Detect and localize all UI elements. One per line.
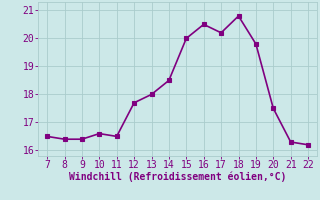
- X-axis label: Windchill (Refroidissement éolien,°C): Windchill (Refroidissement éolien,°C): [69, 172, 286, 182]
